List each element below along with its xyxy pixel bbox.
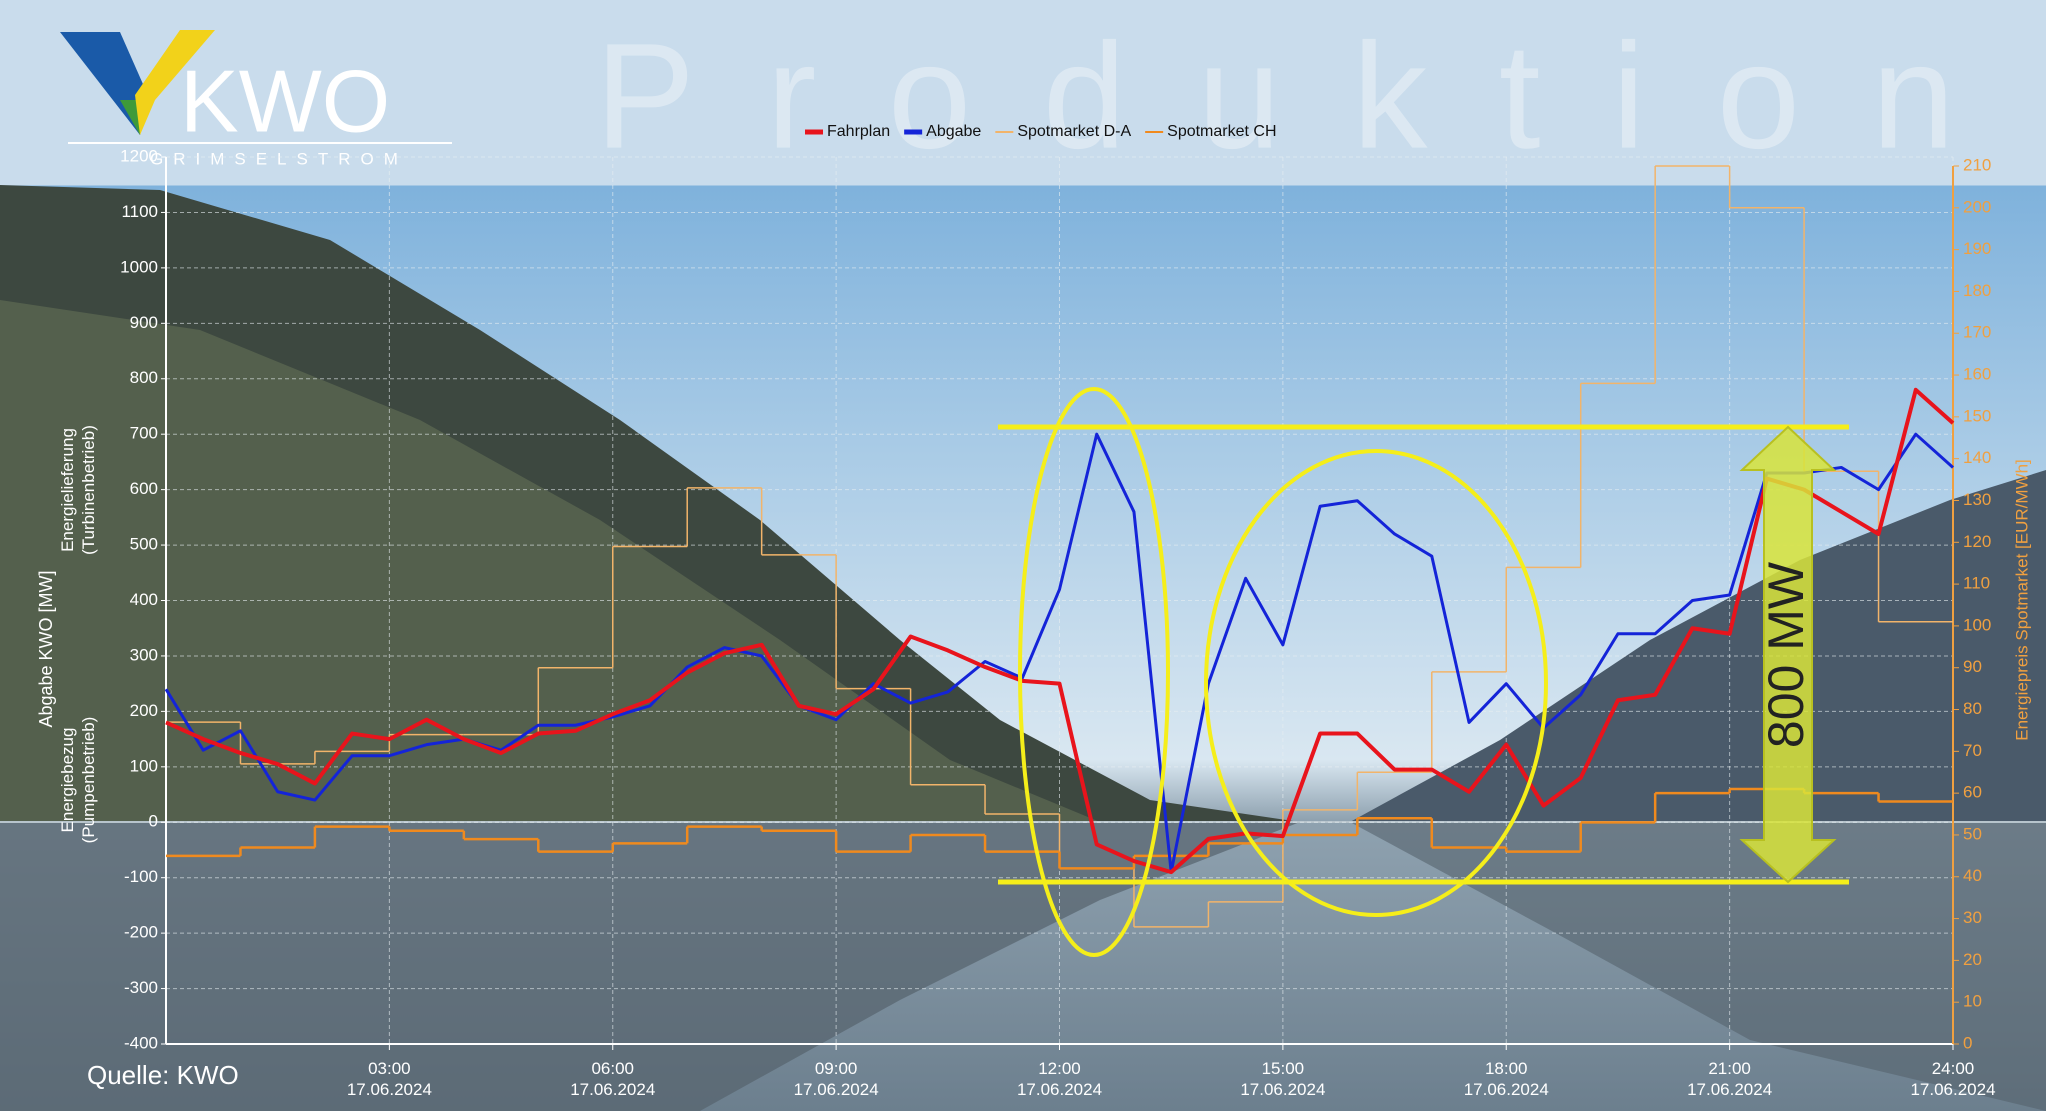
x-tick-label: 18:00 17.06.2024	[1463, 1059, 1549, 1100]
highlight-ellipse	[1018, 387, 1170, 957]
mountain-right	[1350, 470, 2046, 822]
x-tick-label: 24:00 17.06.2024	[1910, 1059, 1996, 1100]
y2-tick-label: 160	[1963, 365, 1991, 384]
y2-tick-label: 90	[1963, 657, 1982, 676]
y2-tick-label: 130	[1963, 490, 1991, 509]
y-tick-label: 900	[130, 313, 158, 332]
logo-yellow	[135, 30, 215, 135]
mountain-left-light	[0, 300, 1100, 822]
range-arrow	[1739, 425, 1837, 884]
x-tick-label: 21:00 17.06.2024	[1687, 1059, 1773, 1100]
y2-tick-label: 120	[1963, 532, 1991, 551]
y2-tick-label: 190	[1963, 239, 1991, 258]
y-tick-label: 1200	[120, 146, 158, 165]
y2-tick-label: 50	[1963, 824, 1982, 843]
y2-tick-label: 150	[1963, 406, 1991, 425]
x-tick-label: 15:00 17.06.2024	[1240, 1059, 1326, 1100]
y2-tick-label: 110	[1963, 574, 1990, 593]
reflection	[0, 822, 1300, 1111]
y-tick-label: -200	[124, 923, 158, 942]
y-tick-label: 0	[149, 812, 158, 831]
y2-tick-label: 200	[1963, 197, 1991, 216]
legend-label: Spotmarket CH	[1167, 123, 1276, 140]
x-tick-label: 06:00 17.06.2024	[570, 1059, 656, 1100]
y2-tick-label: 10	[1963, 992, 1982, 1011]
y-tick-label: 100	[130, 756, 158, 775]
x-tick-label: 12:00 17.06.2024	[1016, 1059, 1103, 1100]
range-annotation: 800 MW	[1758, 561, 1814, 748]
reflection-right	[1350, 822, 2046, 1111]
legend-label: Fahrplan	[827, 123, 890, 140]
y2-tick-label: 40	[1963, 866, 1982, 885]
y-tick-label: 700	[130, 424, 158, 443]
y2-tick-label: 170	[1963, 323, 1991, 342]
y2-tick-label: 60	[1963, 783, 1982, 802]
series-line	[165, 387, 1955, 875]
y2-tick-label: 20	[1963, 950, 1982, 969]
y2-tick-label: 210	[1963, 155, 1991, 174]
y-tick-label: 800	[130, 368, 158, 387]
x-tick-label: 03:00 17.06.2024	[346, 1059, 432, 1100]
y-tick-label: 1100	[121, 202, 158, 221]
logo-name: KWO	[180, 51, 390, 150]
y2-tick-label: 140	[1963, 448, 1991, 467]
y-tick-label: -400	[124, 1033, 158, 1052]
y2-tick-label: 100	[1963, 615, 1991, 634]
legend-label: Spotmarket D-A	[1017, 123, 1131, 140]
y2-tick-label: 0	[1963, 1033, 1972, 1052]
y-tick-label: 600	[130, 479, 158, 498]
y2-tick-label: 180	[1963, 281, 1991, 300]
y-tick-label: 400	[130, 590, 158, 609]
x-tick-label: 09:00 17.06.2024	[793, 1059, 879, 1100]
y-tick-label: -100	[124, 867, 158, 886]
logo-subtitle: GRIMSELSTROM	[150, 149, 408, 168]
y2-tick-label: 70	[1963, 741, 1982, 760]
highlight-ellipse	[1204, 449, 1548, 917]
y-tick-label: 200	[130, 701, 158, 720]
legend-label: Abgabe	[926, 123, 981, 140]
y2-tick-label: 30	[1963, 908, 1982, 927]
y2-tick-label: 80	[1963, 699, 1982, 718]
source: Quelle: KWO	[87, 1060, 239, 1090]
y-tick-label: 1000	[120, 257, 158, 276]
y-tick-label: 300	[130, 645, 158, 664]
y-tick-label: -300	[124, 978, 158, 997]
y-tick-label: 500	[130, 535, 158, 554]
